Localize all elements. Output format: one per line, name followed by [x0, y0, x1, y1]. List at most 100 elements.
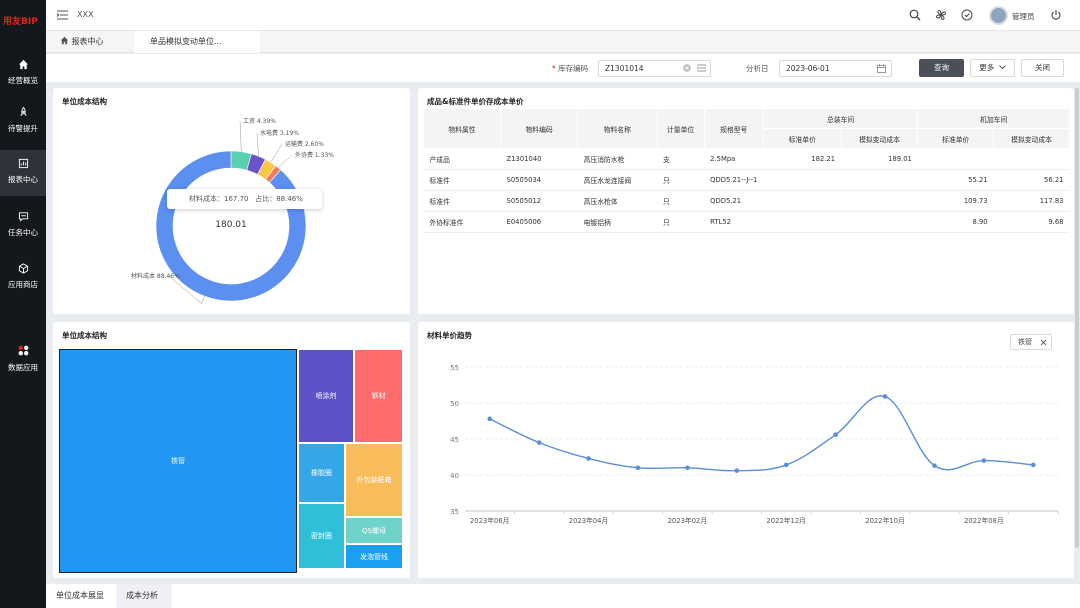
table-cell [917, 148, 994, 170]
y-tick-label: 40 [450, 472, 459, 480]
home-icon [60, 36, 69, 45]
data-point[interactable] [685, 465, 690, 471]
material-code-input[interactable]: Z1301014 [598, 60, 711, 77]
tab-unit-cost-simulation[interactable]: 单品模拟变动单位... [134, 31, 260, 53]
treemap-cell[interactable]: 外包装纸箱 [346, 444, 402, 516]
list-icon[interactable] [697, 64, 706, 72]
bottom-tab-cost-analysis[interactable]: 成本分析 [116, 584, 172, 608]
donut-leader-line [168, 275, 205, 305]
table-cell: RTL52 [704, 211, 764, 233]
table-cell: 高压水枪体 [577, 190, 658, 212]
donut-leader-line [256, 132, 259, 157]
top-bar: XXX 管理员 [46, 0, 1080, 31]
unit-cost-structure-donut-panel: 单位成本结构 工资 4.39% 水电费 3.19% 运输费 2.60% 外协费 1.3… [53, 88, 410, 314]
table-cell: 高压水龙连接阀 [577, 169, 658, 191]
header-unit: 计量单位 [656, 108, 705, 149]
data-point[interactable] [635, 465, 641, 471]
sidebar-item-label: 任务中心 [8, 228, 38, 237]
donut-tooltip: 材料成本：167.70 占比：88.46% [167, 189, 322, 209]
header-spec: 规格型号 [703, 108, 764, 149]
table-cell [841, 190, 918, 212]
donut-leader-line [270, 143, 283, 163]
clear-icon[interactable] [683, 64, 691, 72]
query-button[interactable]: 查询 [919, 59, 964, 77]
data-point[interactable] [734, 468, 740, 473]
analysis-date-input[interactable]: 2023-06-01 [779, 60, 892, 77]
header-material-code: 物料编码 [500, 108, 579, 149]
user-name[interactable]: 管理员 [1012, 12, 1035, 21]
treemap-cell[interactable]: 钢材 [355, 350, 402, 442]
data-point[interactable] [487, 416, 493, 422]
x-tick-label: 2023年06月 [470, 516, 510, 525]
table-cell: Z1301040 [500, 148, 578, 170]
sidebar-item-report-center[interactable]: 报表中心 [0, 150, 46, 196]
fan-icon[interactable] [935, 9, 947, 21]
search-icon[interactable] [909, 9, 921, 21]
table-cell [993, 148, 1070, 170]
help-icon[interactable] [961, 9, 973, 21]
data-point[interactable] [783, 462, 789, 468]
table-row[interactable]: 标准件 S0505012 高压水枪体只 QDD5.21 109.73 117.83 [423, 190, 1070, 212]
series-filter-tag[interactable]: 铁管 [1010, 334, 1052, 350]
bottom-tab-unit-cost[interactable]: 单位成本展显 [56, 591, 104, 600]
brand-logo: 用友BIP [3, 17, 38, 27]
calendar-icon[interactable] [877, 64, 886, 73]
data-point[interactable] [833, 432, 838, 437]
table-cell: 117.83 [993, 190, 1070, 212]
table-row[interactable]: 产成品 Z1301040 高压消防水枪支 2.5Mpa 182.21 189.01 [423, 148, 1070, 170]
table-row[interactable]: 标准件 S0505034 高压水龙连接阀只 QDD5.21--J--1 55.21 56.… [423, 169, 1070, 191]
tab-report-center[interactable]: 报表中心 [52, 31, 126, 53]
tab-bar: 报表中心 单品模拟变动单位... [46, 31, 1080, 53]
sidebar-item-alert[interactable]: 待警提升 [0, 100, 46, 146]
table-row[interactable]: 外协标准件 E0405006 电镀铝柄只 RTL52 8.90 9.68 [423, 211, 1070, 233]
table-cell: 产成品 [423, 148, 501, 170]
table-cell: 9.68 [993, 211, 1070, 233]
treemap-cell[interactable]: 密封圈 [299, 504, 344, 568]
treemap-cell[interactable]: 铁管 [59, 349, 297, 573]
page-scrollbar[interactable] [1075, 88, 1079, 548]
table-cell: 外协标准件 [423, 211, 501, 233]
table-cell: 8.90 [917, 211, 994, 233]
data-point[interactable] [586, 456, 591, 461]
more-button[interactable]: 更多 [970, 59, 1015, 77]
data-point[interactable] [1030, 462, 1036, 468]
x-tick-label: 2022年08月 [964, 516, 1004, 525]
avatar[interactable] [989, 6, 1008, 25]
treemap-cell[interactable]: 橡胶圈 [299, 444, 344, 502]
sidebar-item-data-app[interactable]: 数据应用 [0, 340, 46, 380]
menu-icon[interactable] [57, 10, 68, 20]
table-cell [763, 190, 842, 212]
treemap-cell[interactable]: 发泡管线 [346, 545, 402, 568]
table-cell: 56.21 [993, 169, 1070, 191]
data-point[interactable] [932, 463, 937, 468]
header-material-name: 物料名称 [577, 108, 658, 149]
table-cell: 只 [657, 169, 705, 191]
apps-grid-icon [18, 345, 28, 356]
sidebar-item-app-store[interactable]: 应用商店 [0, 258, 46, 298]
treemap-cell[interactable]: 喷涂剂 [299, 350, 353, 442]
panel-title: 材料单价趋势 [427, 331, 472, 340]
y-tick-label: 50 [450, 400, 459, 408]
donut-slice-0[interactable] [155, 150, 307, 302]
x-tick-label: 2023年02月 [668, 516, 708, 525]
sidebar-item-overview[interactable]: 经营概览 [0, 55, 46, 95]
data-point[interactable] [882, 394, 888, 399]
table-cell: 高压消防水枪 [577, 148, 658, 170]
donut-slice-label: 运输费 2.60% [285, 140, 324, 148]
donut-slice-label: 工资 4.39% [243, 117, 276, 125]
rocket-icon [19, 106, 27, 116]
close-icon[interactable] [1040, 339, 1047, 346]
header-machining-workshop: 机加车间 [917, 108, 1070, 129]
donut-leader-line [239, 120, 242, 152]
table-cell: S0505012 [500, 190, 578, 212]
data-point[interactable] [536, 440, 542, 445]
power-icon[interactable] [1050, 9, 1062, 21]
treemap-cell[interactable]: QS螺母 [346, 518, 402, 543]
data-point[interactable] [981, 458, 987, 463]
y-tick-label: 45 [450, 436, 459, 444]
table-cell [763, 211, 842, 233]
sidebar-item-task-center[interactable]: 任务中心 [0, 205, 46, 245]
donut-leader-line [278, 154, 293, 168]
close-button[interactable]: 关闭 [1021, 59, 1064, 77]
y-tick-label: 55 [450, 364, 459, 372]
